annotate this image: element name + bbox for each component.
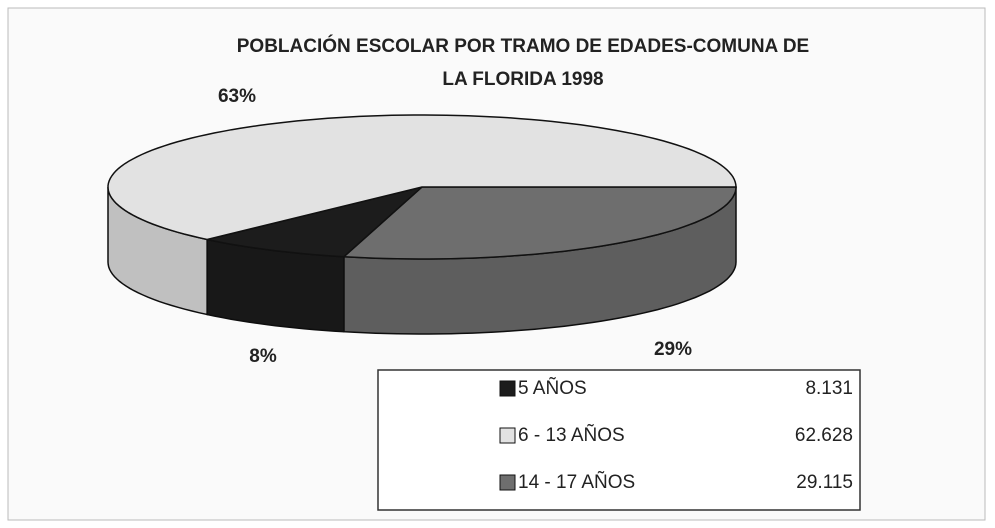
chart-title: LA FLORIDA 1998	[442, 69, 603, 90]
data-label: 63%	[218, 86, 256, 107]
legend-amount: 62.628	[795, 425, 853, 446]
pie-slice	[206, 186, 423, 258]
pie-slice	[107, 114, 737, 241]
legend	[377, 369, 861, 511]
legend-swatch	[499, 380, 516, 397]
legend-label: 14 - 17 AÑOS	[518, 471, 635, 493]
pie	[107, 114, 737, 335]
pie-slice	[342, 186, 737, 260]
legend-swatch	[499, 474, 516, 491]
legend-amount: 29.115	[796, 472, 853, 493]
data-label: 29%	[654, 339, 692, 360]
legend-label: 6 - 13 AÑOS	[518, 424, 625, 446]
legend-label: 5 AÑOS	[518, 377, 587, 399]
legend-amount: 8.131	[805, 378, 853, 399]
legend-swatch	[499, 427, 516, 444]
chart-title: POBLACIÓN ESCOLAR POR TRAMO DE EDADES-CO…	[237, 35, 809, 57]
data-label: 8%	[249, 346, 277, 367]
